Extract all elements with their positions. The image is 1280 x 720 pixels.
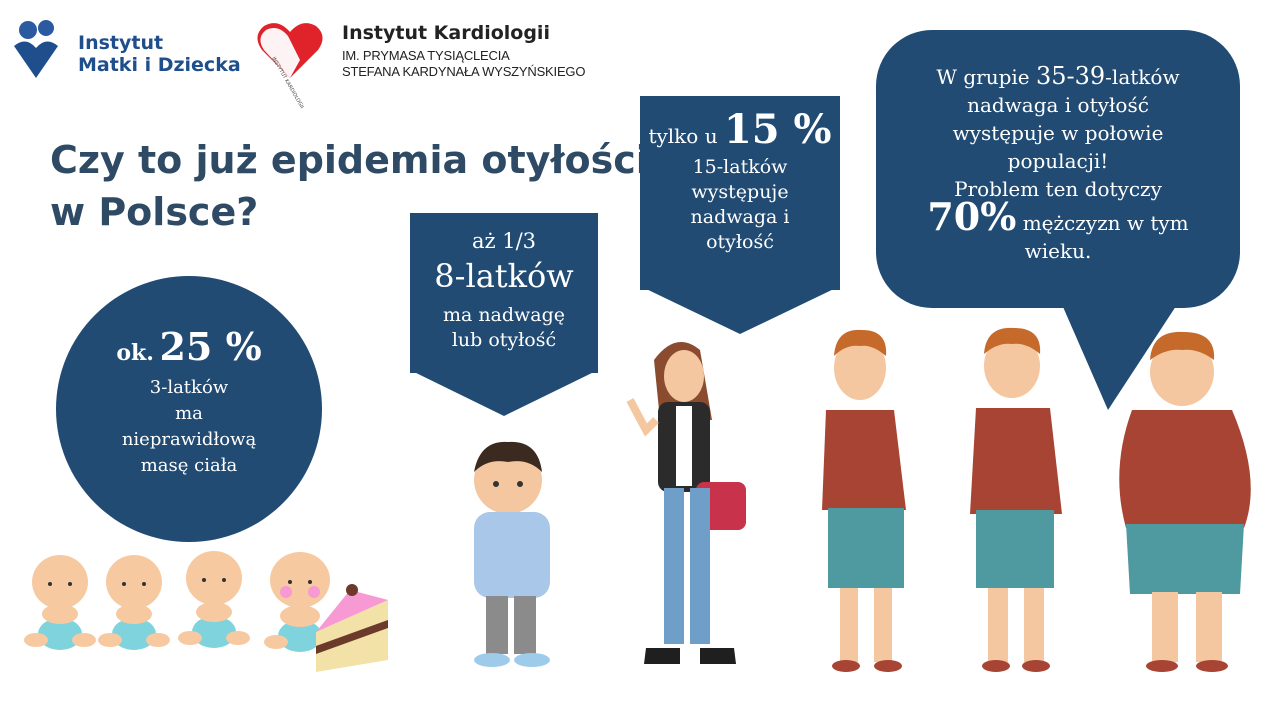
stat-15yo-line4: otyłość <box>706 231 774 253</box>
boy-illustration <box>474 441 550 667</box>
stat-3yo-percent: 25 % <box>159 324 262 369</box>
page-title: Czy to już epidemia otyłości w Polsce? <box>50 134 650 238</box>
baby-1-illustration <box>24 555 96 650</box>
speech-bubble-35-39: W grupie 35-39-latków nadwaga i otyłość … <box>876 30 1240 308</box>
man-slim-illustration <box>822 329 906 672</box>
bubble-text: W grupie 35-39-latków nadwaga i otyłość … <box>876 62 1240 265</box>
imd-logo-line1: Instytut <box>78 32 164 54</box>
stat-15yo-line3: nadwaga i <box>690 206 790 228</box>
stat-15yo-body: 15-latków występuje nadwaga i otyłość <box>640 155 840 255</box>
stat-8yo-line4: lub otyłość <box>451 329 557 351</box>
page-title-line1: Czy to już epidemia otyłości <box>50 138 649 182</box>
stat-3yo-line1: 3-latków <box>149 377 229 398</box>
bubble-line7: wieku. <box>1024 239 1092 263</box>
stat-8yo-line3: ma nadwagę <box>442 304 566 326</box>
imd-logo-line2: Matki i Dziecka <box>78 54 241 76</box>
bubble-percent: 70% <box>927 194 1017 239</box>
bubble-line1-b: 35-39 <box>1035 62 1106 90</box>
stat-15yo-prefix: tylko u <box>648 124 718 148</box>
stat-3yo-headline: ok. 25 % <box>56 324 322 369</box>
bubble-line2: nadwaga i otyłość <box>967 93 1149 117</box>
baby-3-illustration <box>178 551 250 648</box>
stat-15yo-line2: występuje <box>691 181 789 203</box>
stat-3yo-body: 3-latków ma nieprawidłową masę ciała <box>56 375 322 479</box>
stat-8yo-line1: aż 1/3 <box>471 229 537 253</box>
ik-logo-title: Instytut Kardiologii <box>342 22 550 44</box>
bubble-line5: Problem ten dotyczy <box>954 177 1162 201</box>
stat-3yo-prefix: ok. <box>116 340 154 366</box>
stat-3yo-line3: nieprawidłową <box>121 429 257 450</box>
man-obese-illustration <box>1119 331 1251 672</box>
stat-8yo-line2: 8-latków <box>434 257 574 295</box>
stat-15yo-headline: tylko u 15 % <box>640 106 840 153</box>
ik-logo-sub1: IM. PRYMASA TYSIĄCLECIA <box>342 48 510 63</box>
cake-slice-illustration <box>316 584 388 672</box>
baby-2-illustration <box>98 555 170 650</box>
bubble-line6-b: mężczyzn w tym <box>1022 211 1189 235</box>
stat-3yo-line4: masę ciała <box>140 455 238 476</box>
stat-3yo-line2: ma <box>175 403 203 424</box>
imd-logo-text: Instytut Matki i Dziecka <box>78 32 241 76</box>
bubble-line6: 70% mężczyzn w tym <box>876 198 1240 237</box>
stat-circle-3yo: ok. 25 % 3-latków ma nieprawidłową masę … <box>56 276 322 542</box>
bubble-line1-a: W grupie <box>936 65 1030 89</box>
girl-illustration <box>626 342 746 664</box>
ik-heart-logo-icon: INSTYTUT KARDIOLOGII <box>257 23 323 110</box>
bubble-line1: W grupie 35-39-latków <box>876 62 1240 91</box>
imd-logo-icon <box>14 20 58 78</box>
box-eight-pointer <box>410 370 598 416</box>
bubble-tail <box>1060 300 1180 410</box>
ik-logo-subtitle: IM. PRYMASA TYSIĄCLECIA STEFANA KARDYNAŁ… <box>342 48 585 80</box>
stat-box-8yo: aż 1/3 8-latków ma nadwagę lub otyłość <box>410 213 598 373</box>
ik-logo-sub2: STEFANA KARDYNAŁA WYSZYŃSKIEGO <box>342 64 586 79</box>
page-title-line2: w Polsce? <box>50 190 259 234</box>
bubble-line1-c: -latków <box>1105 65 1180 89</box>
bubble-line4: populacji! <box>1007 149 1109 173</box>
stat-box-15yo: tylko u 15 % 15-latków występuje nadwaga… <box>640 96 840 290</box>
baby-4-illustration <box>264 552 330 652</box>
stat-15yo-percent: 15 % <box>723 106 832 153</box>
man-overweight-illustration <box>970 327 1062 672</box>
stat-8yo-body: ma nadwagę lub otyłość <box>410 303 598 353</box>
stat-15yo-line1: 15-latków <box>692 156 788 178</box>
bubble-line3: występuje w połowie <box>952 121 1164 145</box>
box-fifteen-pointer <box>640 286 840 334</box>
